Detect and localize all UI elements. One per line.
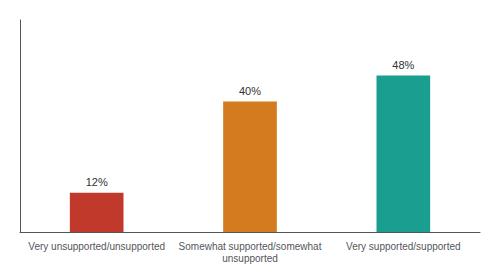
svg-text:unsupported: unsupported: [222, 253, 278, 264]
svg-text:Very unsupported/unsupported: Very unsupported/unsupported: [28, 241, 165, 252]
svg-text:12%: 12%: [86, 176, 108, 188]
svg-text:Somewhat supported/somewhat: Somewhat supported/somewhat: [179, 241, 322, 252]
svg-text:40%: 40%: [239, 85, 261, 97]
svg-text:48%: 48%: [392, 59, 414, 71]
svg-text:Very supported/supported: Very supported/supported: [346, 241, 461, 252]
